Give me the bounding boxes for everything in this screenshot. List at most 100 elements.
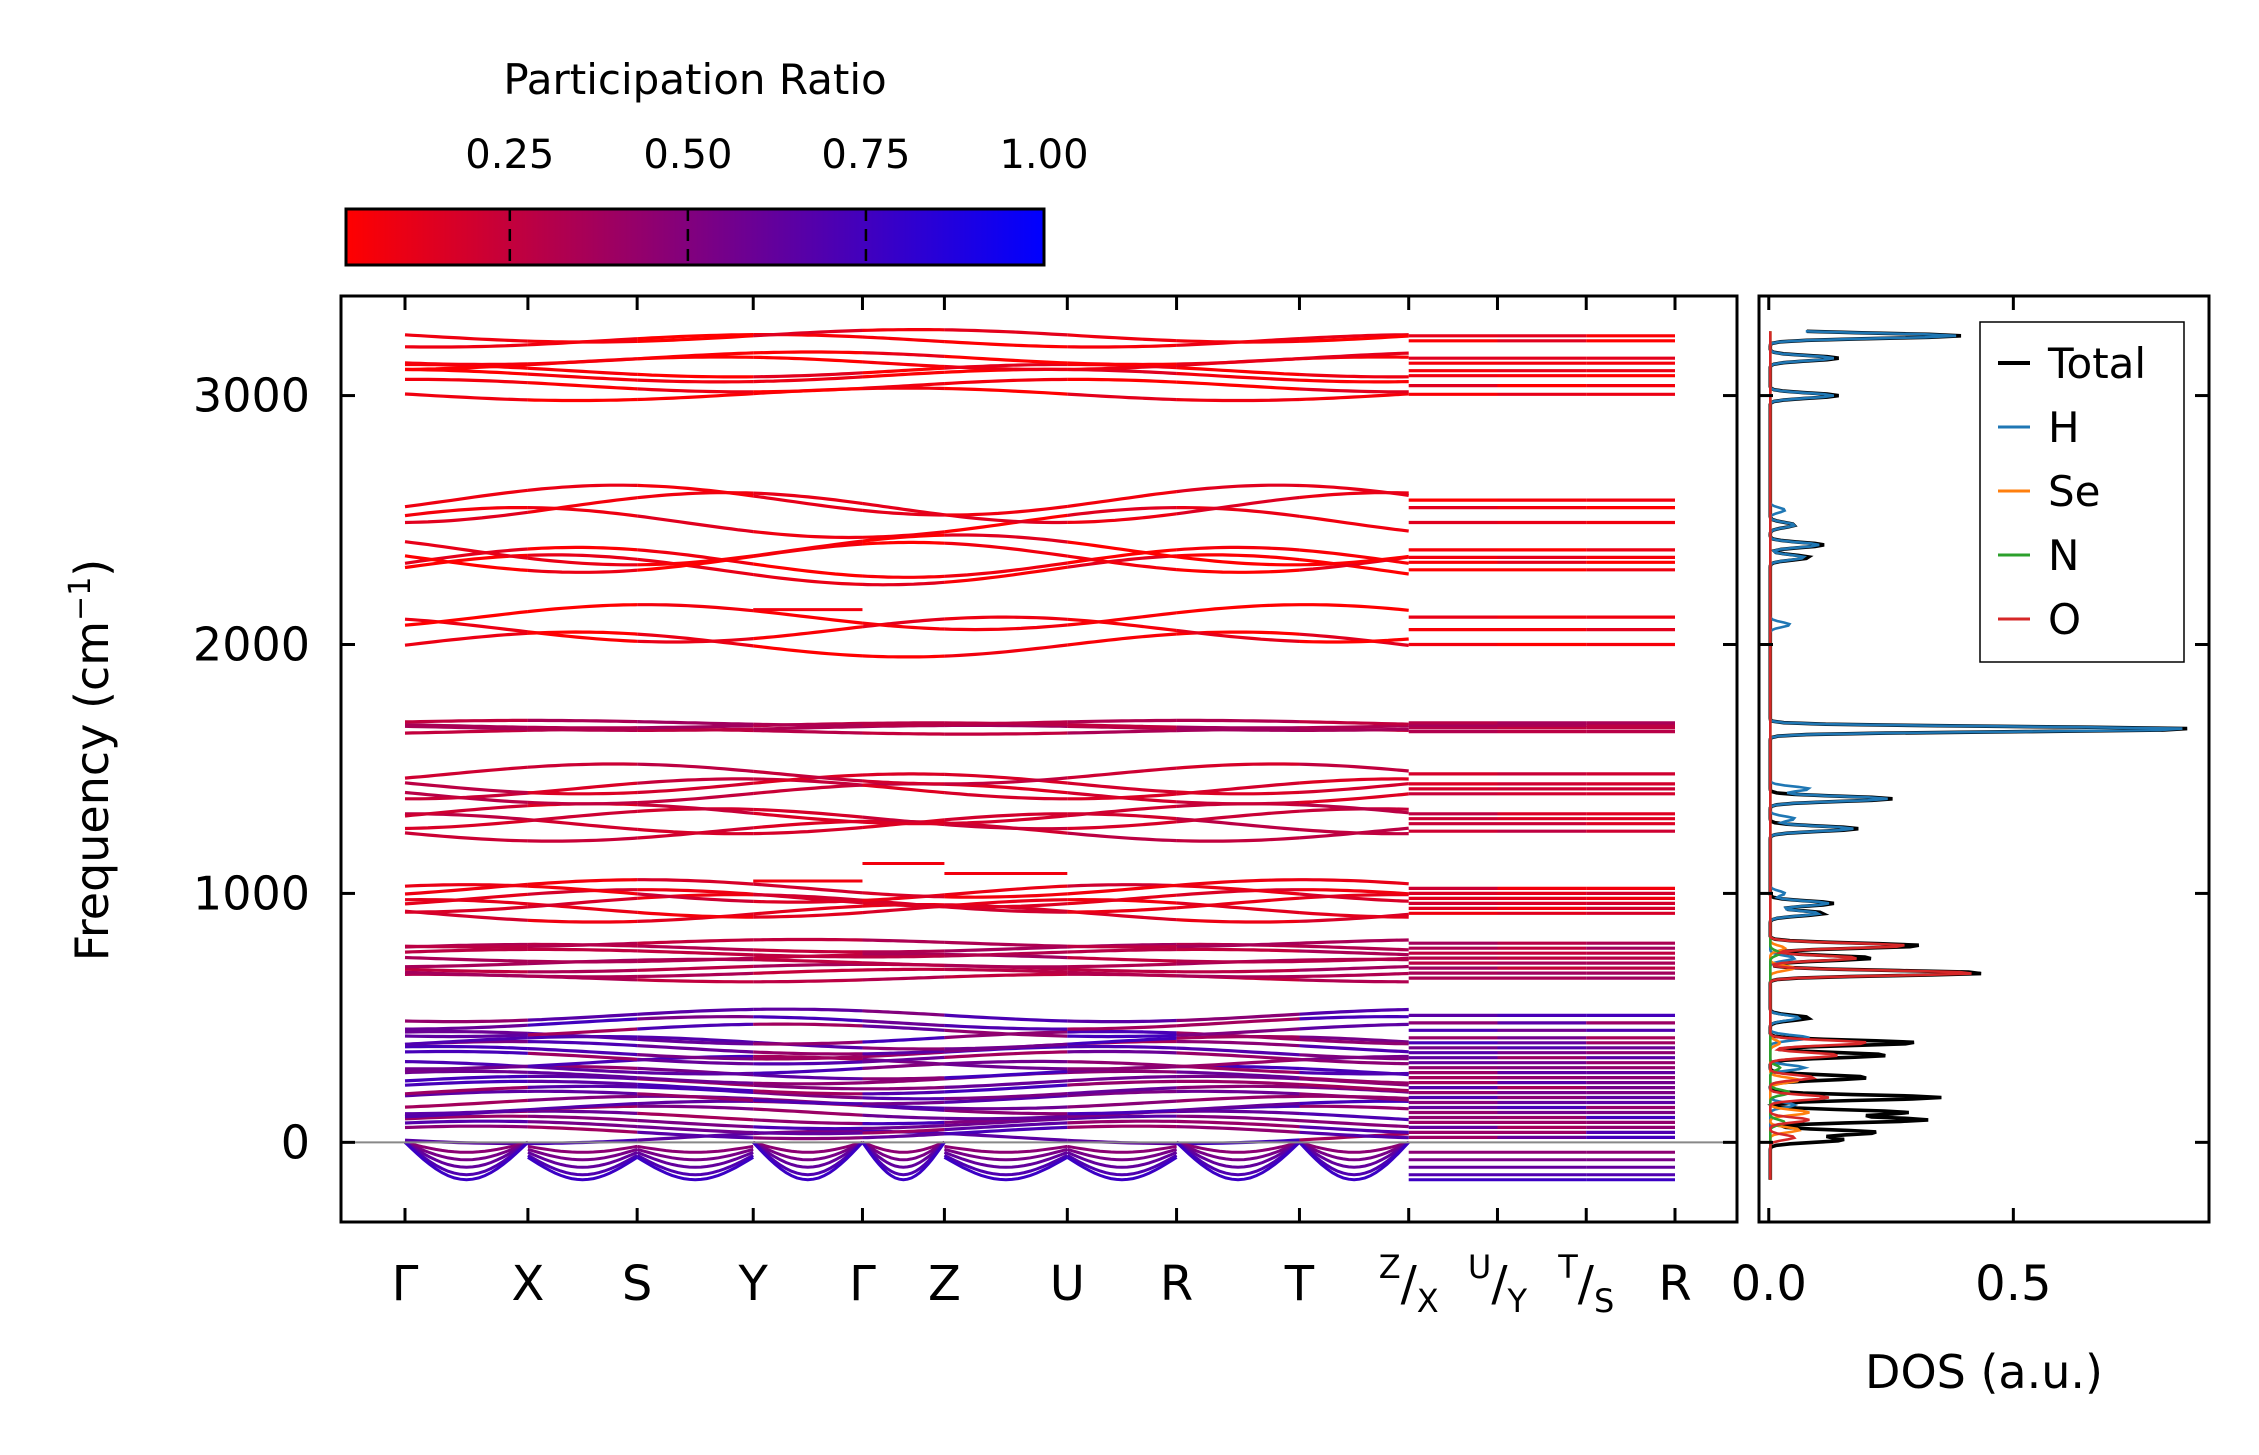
band-line xyxy=(527,1017,638,1027)
band-line xyxy=(944,1092,1068,1101)
dos-x-tick-label: 0.0 xyxy=(1731,1256,1807,1312)
band-line xyxy=(527,836,638,843)
x-tick-label: Z/X xyxy=(1379,1248,1439,1320)
band-line xyxy=(1067,820,1177,831)
acoustic-branch xyxy=(1066,1147,1178,1162)
band-line xyxy=(1299,888,1409,896)
band-line xyxy=(1299,944,1409,952)
band-line xyxy=(404,882,529,896)
band-line xyxy=(637,893,754,900)
band-line xyxy=(527,1012,638,1022)
band-line xyxy=(405,377,528,385)
band-line xyxy=(862,1113,945,1120)
acoustic-branch xyxy=(1298,1141,1410,1177)
band-line xyxy=(944,898,1068,908)
band-line xyxy=(1176,762,1300,770)
band-line xyxy=(753,1015,863,1023)
band-line xyxy=(753,937,863,942)
band-line xyxy=(404,944,528,949)
band-line xyxy=(1299,1104,1409,1111)
band-line xyxy=(944,731,1068,736)
band-line xyxy=(1299,892,1409,903)
band-line xyxy=(404,728,528,735)
band-line xyxy=(527,974,638,979)
band-line xyxy=(527,1070,638,1080)
y-axis-label-exponent: −1 xyxy=(63,577,98,621)
y-tick-label: 2000 xyxy=(193,617,310,671)
band-line xyxy=(1176,339,1300,344)
band-line xyxy=(1067,831,1177,843)
band-line xyxy=(944,884,1068,897)
band-line xyxy=(404,540,529,560)
band-line xyxy=(1067,729,1177,735)
band-line xyxy=(944,340,1068,349)
band-line xyxy=(1176,1101,1300,1112)
band-line xyxy=(862,1019,945,1028)
band-line xyxy=(862,1024,945,1032)
band-line xyxy=(404,488,529,509)
band-line xyxy=(1299,1053,1409,1061)
band-line xyxy=(862,1055,945,1064)
band-line xyxy=(862,1096,945,1101)
band-line xyxy=(1299,334,1409,343)
band-line xyxy=(404,967,528,974)
band-line xyxy=(1067,392,1177,402)
legend-label-se: Se xyxy=(2048,467,2101,516)
band-line xyxy=(404,1049,528,1055)
band-line xyxy=(1067,967,1177,974)
band-line xyxy=(527,896,638,909)
band-line xyxy=(404,970,528,978)
band-line xyxy=(404,506,528,518)
band-line xyxy=(1176,1017,1300,1028)
band-line xyxy=(404,631,529,647)
band-line xyxy=(1067,361,1177,367)
dos-axes-frame xyxy=(1757,294,2211,1224)
band-line xyxy=(404,1085,528,1096)
band-line xyxy=(1299,514,1409,533)
band-line xyxy=(404,1064,528,1071)
band-line xyxy=(404,547,529,565)
band-line xyxy=(1067,343,1177,349)
band-line xyxy=(1067,883,1177,888)
acoustic-branch xyxy=(404,1140,529,1162)
band-line xyxy=(637,1092,754,1102)
band-line xyxy=(404,819,529,831)
band-line xyxy=(637,944,754,952)
band-line xyxy=(637,777,754,785)
band-line xyxy=(404,363,528,371)
band-line xyxy=(637,781,754,795)
band-line xyxy=(1299,1099,1409,1106)
acoustic-branch xyxy=(636,1150,754,1169)
band-line xyxy=(944,533,1068,544)
band-line xyxy=(527,1120,638,1129)
band-line xyxy=(637,727,754,732)
band-line xyxy=(862,501,945,517)
band-line xyxy=(862,1036,945,1044)
band-line xyxy=(404,343,528,349)
band-line xyxy=(1299,971,1409,979)
band-line xyxy=(1067,1036,1177,1046)
band-line xyxy=(862,574,945,579)
dos-x-axis-label: DOS (a.u.) xyxy=(1865,1345,2103,1399)
colorbar-label: Participation Ratio xyxy=(503,55,886,104)
band-line xyxy=(404,610,529,627)
band-axes-frame xyxy=(339,294,1739,1224)
band-line xyxy=(1299,782,1409,794)
band-line xyxy=(753,530,863,540)
band-line xyxy=(753,978,863,984)
band-line xyxy=(753,1136,863,1141)
band-line xyxy=(753,1040,863,1046)
band-line xyxy=(1299,1044,1409,1054)
band-line xyxy=(405,1108,528,1116)
band-line xyxy=(944,504,1068,517)
band-line xyxy=(637,803,754,815)
acoustic-branch xyxy=(1175,1141,1301,1169)
band-line xyxy=(944,1105,1068,1111)
band-line xyxy=(1067,490,1177,508)
band-line xyxy=(753,1118,863,1126)
band-line xyxy=(944,812,1068,822)
band-line xyxy=(637,1044,754,1054)
band-line xyxy=(527,372,638,382)
band-line xyxy=(753,1107,863,1117)
band-line xyxy=(1176,1027,1300,1037)
